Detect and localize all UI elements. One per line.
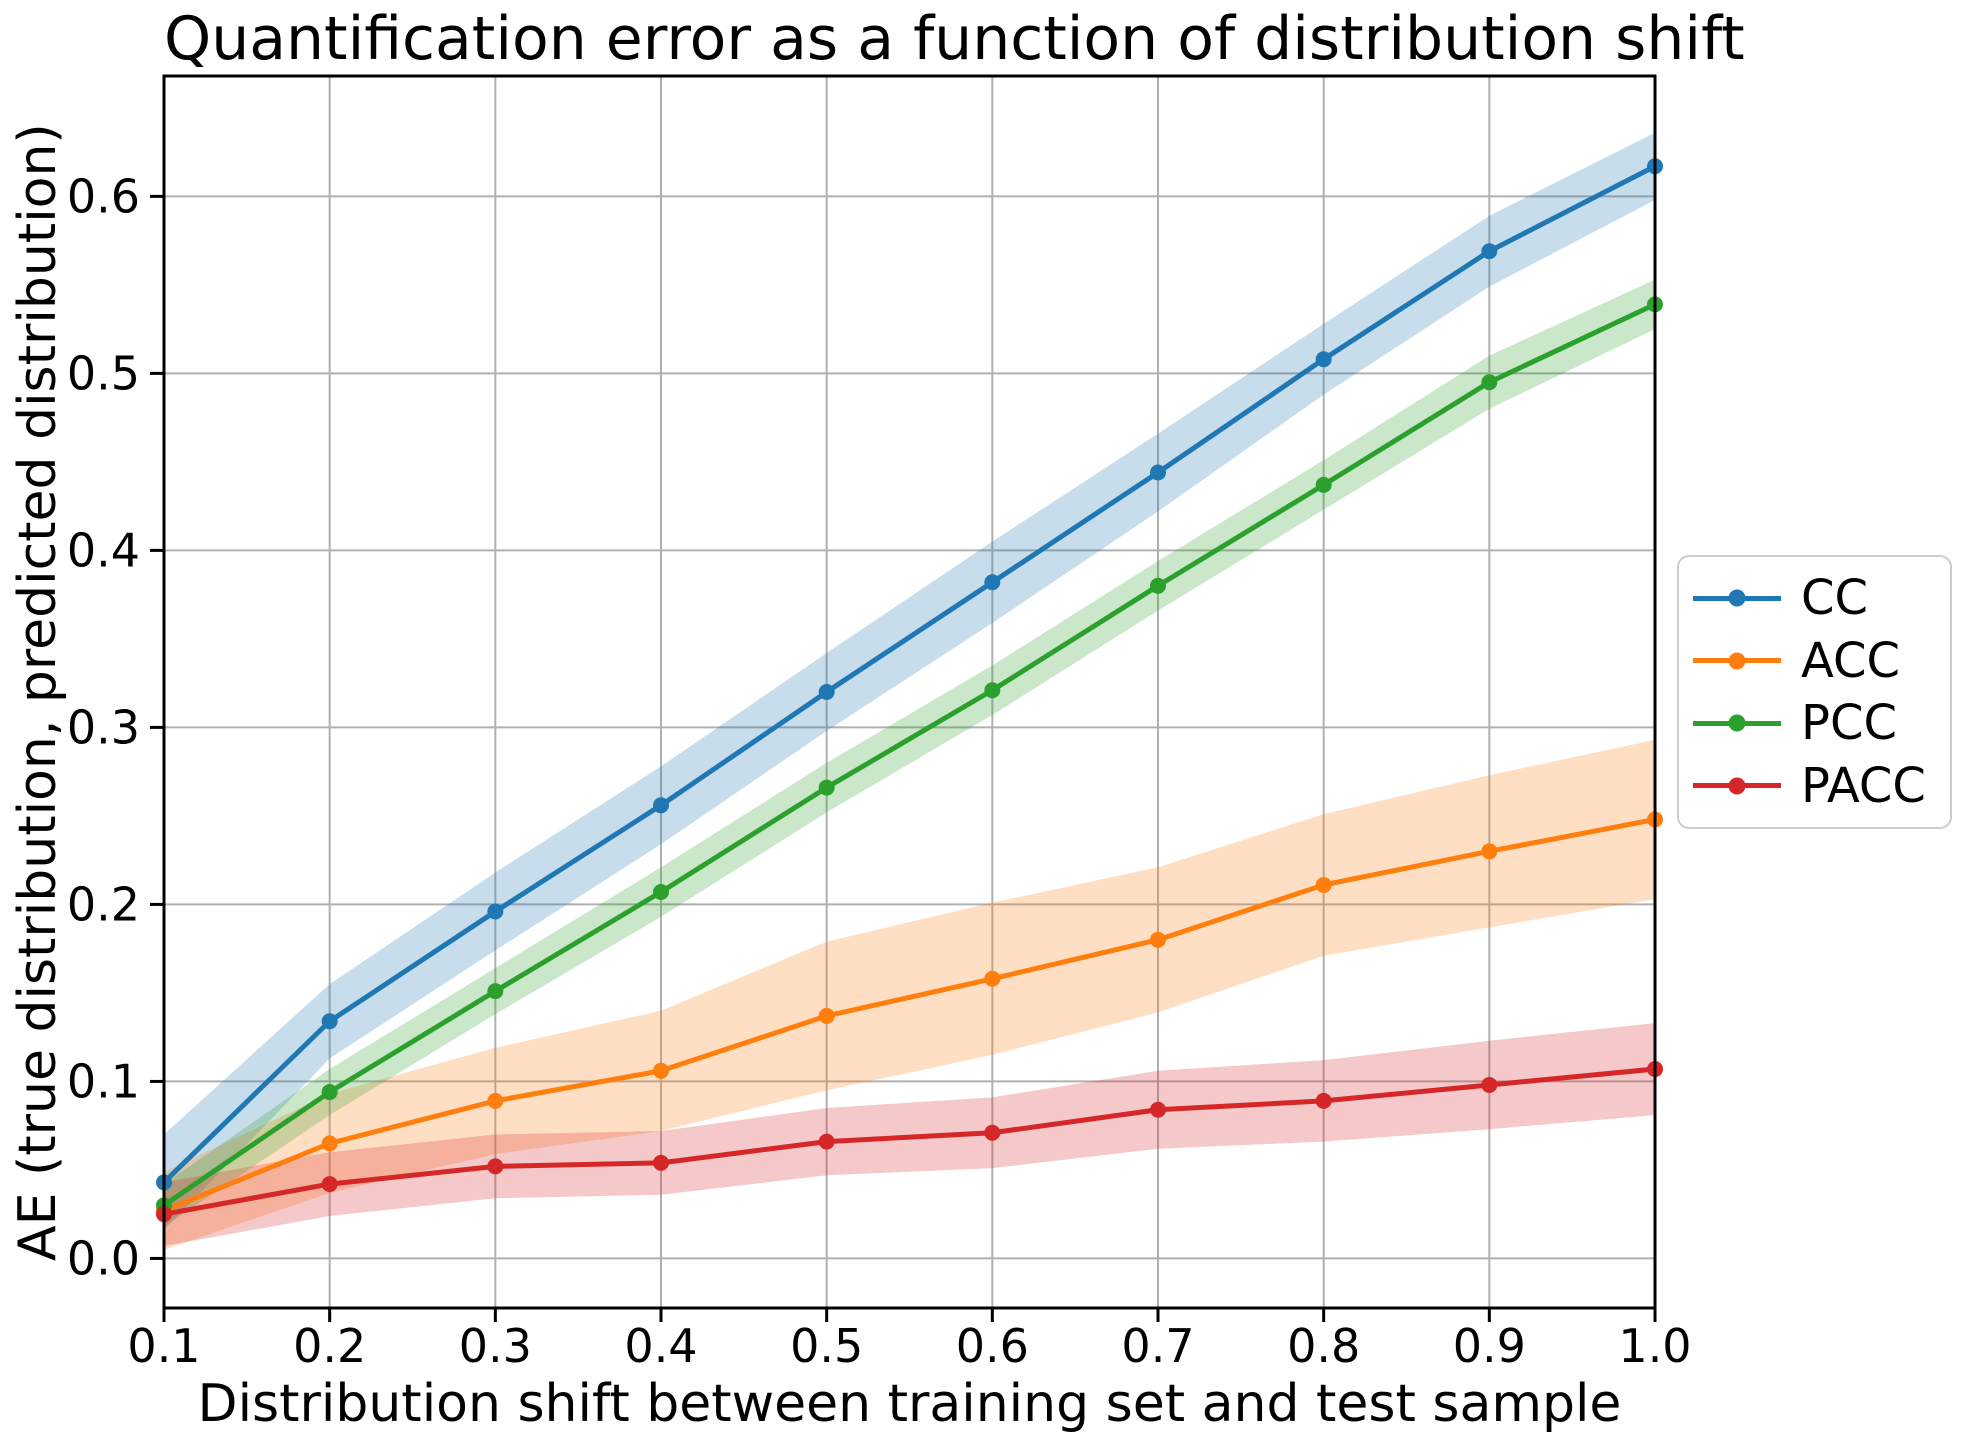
marker-pacc: [1481, 1076, 1498, 1093]
legend-line-sample-pcc: [1693, 714, 1781, 732]
x-tick-label: 0.9: [1453, 1319, 1526, 1373]
legend-line-sample-acc: [1693, 652, 1781, 670]
legend-line-sample-pacc: [1693, 777, 1781, 795]
band-pacc: [164, 1023, 1655, 1247]
marker-pacc: [1315, 1092, 1332, 1109]
marker-cc: [653, 797, 669, 814]
x-tick-label: 0.5: [790, 1319, 863, 1373]
band-acc: [164, 739, 1655, 1250]
chart-title: Quantification error as a function of di…: [164, 4, 1745, 74]
legend-label-cc: CC: [1801, 570, 1869, 627]
line-cc: [161, 163, 1658, 1185]
line-pacc: [161, 1066, 1658, 1217]
x-tick-label: 0.3: [459, 1319, 532, 1373]
marker-cc: [1150, 464, 1166, 481]
x-tick-label: 0.1: [127, 1319, 200, 1373]
y-tick-label: 0.5: [67, 346, 140, 400]
y-tick-label: 0.4: [67, 523, 140, 577]
legend-item-pcc: PCC: [1693, 699, 1940, 747]
marker-cc: [321, 1013, 338, 1030]
marker-pcc: [487, 983, 504, 1000]
x-tick-label: 0.6: [956, 1319, 1029, 1373]
legend-marker-pacc: [1728, 777, 1746, 795]
marker-acc: [1315, 876, 1332, 893]
marker-pcc: [321, 1084, 338, 1101]
y-tick-label: 0.0: [67, 1231, 140, 1285]
marker-acc: [1481, 843, 1498, 860]
legend-label-pacc: PACC: [1801, 757, 1926, 814]
marker-acc: [818, 1007, 835, 1024]
marker-acc: [487, 1092, 504, 1109]
x-tick-label: 0.2: [293, 1319, 366, 1373]
marker-pcc: [1481, 374, 1498, 391]
marker-acc: [984, 970, 1001, 987]
legend-item-pacc: PACC: [1693, 762, 1940, 810]
x-tick-label: 0.7: [1121, 1319, 1194, 1373]
marker-cc: [984, 574, 1001, 591]
line-acc: [161, 816, 1658, 1214]
x-tick-label: 0.8: [1287, 1319, 1360, 1373]
marker-pacc: [487, 1158, 504, 1175]
band-cc: [164, 132, 1655, 1231]
x-tick-label: 1.0: [1618, 1319, 1691, 1373]
legend: CC ACC PCC PACC: [1677, 555, 1952, 829]
marker-acc: [1150, 931, 1166, 948]
marker-pcc: [653, 884, 669, 901]
marker-pcc: [1315, 476, 1332, 493]
band-pcc: [164, 279, 1655, 1227]
legend-item-cc: CC: [1693, 574, 1940, 622]
legend-item-acc: ACC: [1693, 637, 1940, 685]
marker-cc: [818, 684, 835, 700]
marker-cc: [487, 903, 504, 920]
marker-pcc: [818, 779, 835, 796]
marker-cc: [1481, 243, 1498, 260]
marker-cc: [1315, 351, 1332, 368]
marker-pcc: [1150, 577, 1166, 594]
plot-spines: [162, 74, 1657, 1310]
marker-pacc: [818, 1133, 835, 1150]
x-tick-label: 0.4: [624, 1319, 697, 1373]
y-tick-label: 0.2: [67, 877, 140, 931]
marker-pcc: [984, 682, 1001, 699]
marker-acc: [653, 1062, 669, 1079]
x-axis-label: Distribution shift between training set …: [197, 1374, 1622, 1434]
y-tick-label: 0.3: [67, 700, 140, 754]
marker-pacc: [321, 1176, 338, 1193]
legend-label-acc: ACC: [1801, 632, 1901, 689]
line-pcc: [161, 301, 1658, 1208]
y-tick-label: 0.1: [67, 1054, 140, 1108]
legend-marker-cc: [1728, 589, 1746, 607]
marker-pacc: [1150, 1101, 1166, 1118]
marker-pacc: [653, 1154, 669, 1171]
legend-marker-acc: [1728, 652, 1746, 670]
legend-label-pcc: PCC: [1801, 695, 1897, 752]
marker-acc: [321, 1135, 338, 1152]
legend-line-sample-cc: [1693, 589, 1781, 607]
legend-marker-pcc: [1728, 714, 1746, 732]
marker-pacc: [984, 1124, 1001, 1141]
y-tick-label: 0.6: [67, 169, 140, 223]
